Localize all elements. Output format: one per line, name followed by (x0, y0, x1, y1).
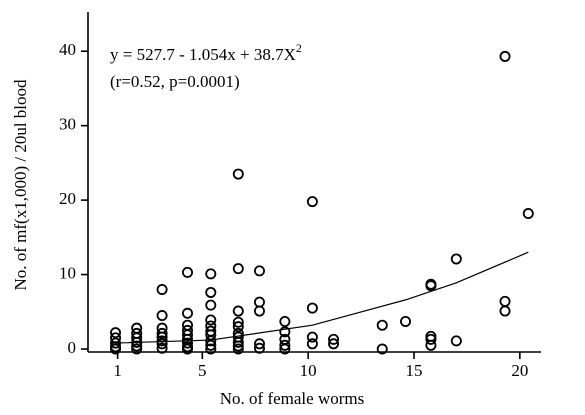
annotation-text: (r=0.52, p=0.0001) (110, 72, 240, 91)
annotation-sup: 2 (296, 41, 302, 55)
point (306, 338, 318, 350)
point (205, 343, 217, 355)
annotation-text: y = 527.7 - 1.054x + 38.7X (110, 45, 296, 64)
point (253, 342, 265, 354)
point (425, 339, 437, 351)
y-axis-label: No. of mf(x1,000) / 20ul blood (11, 79, 30, 291)
y-tick-label: 20 (59, 189, 76, 208)
point (232, 263, 244, 275)
point (232, 305, 244, 317)
point (181, 337, 193, 349)
point (205, 339, 217, 351)
annotation: (r=0.52, p=0.0001) (110, 72, 240, 91)
point (376, 319, 388, 331)
point (499, 295, 511, 307)
x-axis-label: No. of female worms (220, 389, 364, 408)
x-tick-label: 5 (198, 361, 207, 380)
point (156, 338, 168, 350)
point (279, 315, 291, 327)
point (425, 280, 437, 292)
point (253, 338, 265, 350)
point (232, 343, 244, 355)
point (181, 266, 193, 278)
y-tick-label: 10 (59, 263, 76, 282)
point (328, 333, 340, 345)
fit-curve (115, 251, 529, 344)
y-tick-label: 0 (68, 338, 77, 357)
point (205, 335, 217, 347)
point (306, 331, 318, 343)
y-tick-label: 40 (59, 40, 76, 59)
point (156, 310, 168, 322)
point (328, 338, 340, 350)
point (205, 268, 217, 280)
point (279, 339, 291, 351)
point (156, 342, 168, 354)
point (499, 305, 511, 317)
point (156, 283, 168, 295)
point (400, 315, 412, 327)
point (232, 168, 244, 180)
point (450, 253, 462, 265)
point (131, 343, 143, 355)
x-tick-label: 1 (113, 361, 122, 380)
y-tick-label: 30 (59, 115, 76, 134)
point (253, 305, 265, 317)
point (306, 302, 318, 314)
point (181, 329, 193, 341)
point (156, 327, 168, 339)
point (232, 321, 244, 333)
point (425, 333, 437, 345)
x-tick-label: 10 (300, 361, 317, 380)
point (205, 314, 217, 326)
point (110, 327, 122, 339)
point (279, 326, 291, 338)
x-tick-label: 20 (511, 361, 528, 380)
x-tick-label: 15 (405, 361, 422, 380)
point (205, 286, 217, 298)
point (181, 307, 193, 319)
annotation: y = 527.7 - 1.054x + 38.7X2 (110, 41, 302, 64)
point (205, 329, 217, 341)
point (232, 316, 244, 328)
point (205, 299, 217, 311)
point (110, 343, 122, 355)
point (181, 343, 193, 355)
point (376, 343, 388, 355)
point (279, 343, 291, 355)
point (253, 296, 265, 308)
point (306, 196, 318, 208)
point (232, 336, 244, 348)
point (450, 335, 462, 347)
point (522, 208, 534, 220)
point (499, 50, 511, 62)
point (253, 265, 265, 277)
